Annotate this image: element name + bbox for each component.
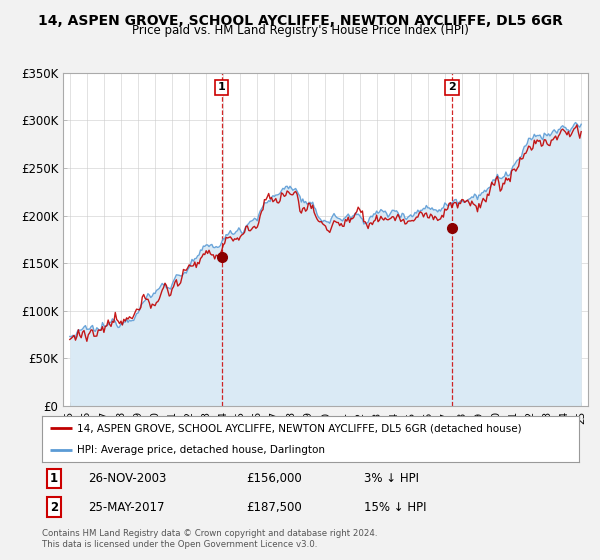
Text: Contains HM Land Registry data © Crown copyright and database right 2024.
This d: Contains HM Land Registry data © Crown c… bbox=[42, 529, 377, 549]
Text: 1: 1 bbox=[50, 472, 58, 485]
Text: 2: 2 bbox=[448, 82, 456, 92]
Text: 1: 1 bbox=[218, 82, 226, 92]
Text: HPI: Average price, detached house, Darlington: HPI: Average price, detached house, Darl… bbox=[77, 445, 325, 455]
Text: 14, ASPEN GROVE, SCHOOL AYCLIFFE, NEWTON AYCLIFFE, DL5 6GR: 14, ASPEN GROVE, SCHOOL AYCLIFFE, NEWTON… bbox=[38, 14, 562, 28]
Text: £156,000: £156,000 bbox=[246, 472, 302, 485]
Text: 3% ↓ HPI: 3% ↓ HPI bbox=[364, 472, 419, 485]
Text: £187,500: £187,500 bbox=[246, 501, 302, 514]
Text: 2: 2 bbox=[50, 501, 58, 514]
Text: 14, ASPEN GROVE, SCHOOL AYCLIFFE, NEWTON AYCLIFFE, DL5 6GR (detached house): 14, ASPEN GROVE, SCHOOL AYCLIFFE, NEWTON… bbox=[77, 423, 521, 433]
Text: 25-MAY-2017: 25-MAY-2017 bbox=[88, 501, 164, 514]
Text: Price paid vs. HM Land Registry's House Price Index (HPI): Price paid vs. HM Land Registry's House … bbox=[131, 24, 469, 37]
Text: 15% ↓ HPI: 15% ↓ HPI bbox=[364, 501, 427, 514]
Text: 26-NOV-2003: 26-NOV-2003 bbox=[88, 472, 166, 485]
